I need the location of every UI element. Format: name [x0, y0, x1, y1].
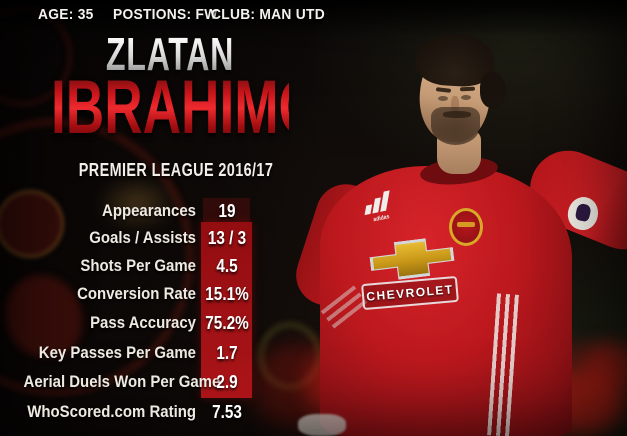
- player-shorts-highlight: [298, 414, 346, 436]
- stat-label: Aerial Duels Won Per Game: [23, 372, 221, 391]
- stat-value: 19: [218, 201, 236, 221]
- player-eyebrow: [459, 86, 476, 92]
- age-label: AGE: 35: [38, 6, 94, 23]
- stat-value: 4.5: [216, 256, 238, 276]
- stat-value: 75.2%: [205, 313, 249, 333]
- stat-value: 15.1%: [205, 284, 249, 304]
- stat-row-rating: WhoScored.com Rating 7.53: [0, 398, 260, 426]
- stat-value: 1.7: [216, 343, 238, 363]
- patch-lion-icon: [574, 202, 592, 223]
- man-utd-crest-icon: [449, 208, 483, 246]
- player-eye: [461, 95, 471, 100]
- stat-label: Goals / Assists: [89, 228, 196, 247]
- player-nose: [451, 96, 459, 115]
- league-season-heading: PREMIER LEAGUE 2016/17: [78, 160, 274, 180]
- stat-value: 13 / 3: [207, 228, 247, 248]
- value-highlight-panel: [201, 222, 252, 398]
- bokeh-blob: [585, 342, 627, 392]
- stat-value: 2.9: [216, 372, 238, 392]
- adidas-stripe: [364, 204, 373, 216]
- club-label: CLUB: MAN UTD: [211, 6, 325, 23]
- player-eye: [438, 96, 448, 101]
- player-man-bun: [480, 72, 506, 108]
- blurred-foreground-blob: [95, 175, 179, 231]
- stat-row-goals-assists: Goals / Assists 13 / 3: [0, 224, 260, 252]
- stat-label: Key Passes Per Game: [38, 343, 197, 362]
- player-mustache: [443, 111, 471, 118]
- stat-row-key-passes: Key Passes Per Game 1.7: [0, 339, 260, 367]
- stat-row-conversion-rate: Conversion Rate 15.1%: [0, 280, 260, 308]
- stat-label: Shots Per Game: [80, 256, 196, 275]
- last-name-title: IBRAHIMOVIC: [51, 65, 409, 150]
- stat-row-pass-accuracy: Pass Accuracy 75.2%: [0, 309, 260, 337]
- position-label: POSTIONS: FW: [113, 6, 218, 23]
- adidas-logo-icon: adidas: [359, 187, 399, 227]
- adidas-stripe: [380, 190, 390, 212]
- stat-label: Pass Accuracy: [90, 313, 196, 332]
- left-dark-shade: [0, 0, 330, 436]
- stat-row-appearances: Appearances 19: [0, 197, 260, 225]
- stat-label: Appearances: [102, 201, 196, 220]
- crest-banner: [457, 222, 475, 227]
- value-highlight-faint: [203, 198, 250, 222]
- stat-label: WhoScored.com Rating: [27, 402, 196, 421]
- first-name-title: ZLATAN: [51, 31, 289, 77]
- stat-value: 7.53: [212, 402, 242, 422]
- stat-row-aerial-duels: Aerial Duels Won Per Game 2.9: [0, 368, 260, 396]
- top-shade: [0, 0, 627, 36]
- stat-row-shots-per-game: Shots Per Game 4.5: [0, 252, 260, 280]
- stat-label: Conversion Rate: [77, 284, 196, 303]
